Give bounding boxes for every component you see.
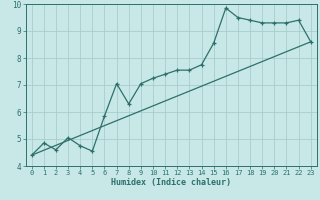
X-axis label: Humidex (Indice chaleur): Humidex (Indice chaleur) <box>111 178 231 187</box>
